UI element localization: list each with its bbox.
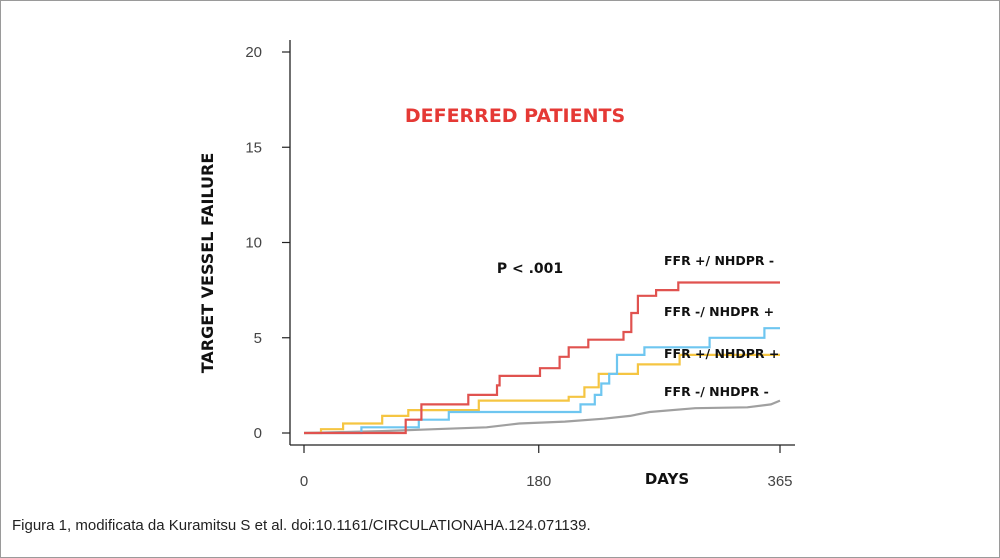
series-line-3 (304, 353, 780, 435)
series-label: FFR -/ NHDPR + (664, 304, 774, 319)
series-layer (303, 281, 781, 435)
series-labels: FFR +/ NHDPR - FFR -/ NHDPR + FFR +/ NHDPR… (664, 253, 779, 399)
y-tick-label: 20 (245, 44, 262, 61)
y-tick-label: 15 (245, 139, 262, 156)
series-label: FFR -/ NHDPR - (664, 384, 769, 399)
chart-title: DEFERRED PATIENTS (405, 105, 625, 127)
y-tick-label: 10 (245, 235, 262, 252)
series-label: FFR +/ NHDPR + (664, 346, 779, 361)
x-axis-label: DAYS (645, 470, 689, 488)
y-tick-label: 0 (254, 425, 262, 442)
series-line-4 (303, 399, 781, 435)
x-tick-label: 0 (300, 473, 308, 490)
figure-caption: Figura 1, modificata da Kuramitsu S et a… (12, 517, 591, 534)
series-line-1 (304, 281, 780, 435)
y-axis-label: TARGET VESSEL FAILURE (198, 153, 217, 374)
series-label: FFR +/ NHDPR - (664, 253, 774, 268)
x-tick-label: 180 (526, 473, 551, 490)
axes-group: 0 5 10 15 20 0 180 365 (245, 40, 795, 490)
x-tick-label: 365 (767, 473, 792, 490)
kaplan-meier-chart: 0 5 10 15 20 0 180 365 DEFERRED PATIENTS P < .0… (198, 40, 795, 490)
y-tick-label: 5 (254, 330, 262, 347)
p-value-annotation: P < .001 (497, 261, 563, 277)
series-line-2 (304, 327, 780, 435)
